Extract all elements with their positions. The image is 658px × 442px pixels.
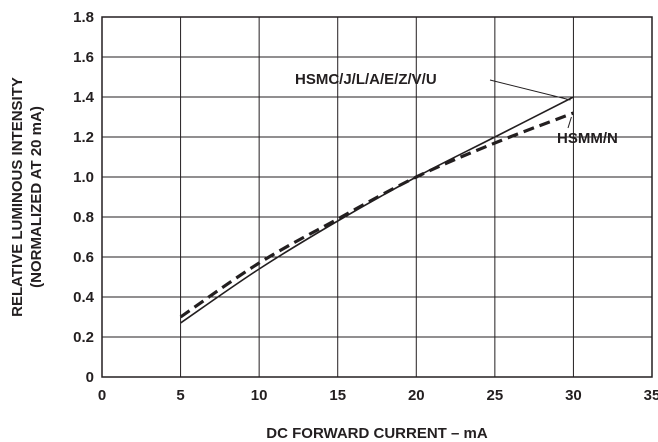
y-tick-label: 0 — [86, 369, 94, 386]
y-tick-label: 1.8 — [73, 9, 94, 26]
x-tick-labels: 0 5 10 15 20 25 30 35 — [98, 387, 658, 404]
y-tick-label: 0.2 — [73, 329, 94, 346]
series-label-hsmm-n: HSMM/N — [557, 130, 618, 147]
x-tick-label: 20 — [408, 387, 425, 404]
y-tick-label: 1.2 — [73, 129, 94, 146]
series-label-hsmc: HSMC/J/L/A/E/Z/V/U — [295, 71, 437, 88]
x-axis-title: DC FORWARD CURRENT – mA — [266, 425, 488, 442]
series-lines — [179, 96, 574, 324]
x-tick-label: 0 — [98, 387, 106, 404]
x-tick-label: 30 — [565, 387, 582, 404]
series-line-hsmc — [180, 96, 574, 324]
x-tick-label: 10 — [251, 387, 268, 404]
x-tick-label: 35 — [644, 387, 658, 404]
series-line-hsmm-n — [179, 111, 574, 319]
y-tick-labels: 0 0.2 0.4 0.6 0.8 1.0 1.2 1.4 1.6 1.8 — [73, 9, 95, 386]
y-tick-label: 1.0 — [73, 169, 94, 186]
y-axis-title-line-2: (NORMALIZED AT 20 mA) — [28, 106, 45, 288]
y-tick-label: 0.4 — [73, 289, 95, 306]
x-tick-label: 15 — [329, 387, 346, 404]
y-tick-label: 0.6 — [73, 249, 94, 266]
leader-line-hsmm-n — [567, 116, 572, 129]
y-tick-label: 0.8 — [73, 209, 94, 226]
leader-line-hsmc — [489, 79, 571, 101]
x-tick-label: 5 — [176, 387, 184, 404]
series-labels: HSMC/J/L/A/E/Z/V/U HSMM/N — [295, 71, 618, 147]
y-tick-label: 1.6 — [73, 49, 94, 66]
x-tick-label: 25 — [487, 387, 504, 404]
y-tick-label: 1.4 — [73, 89, 95, 106]
plot-frame — [101, 16, 653, 378]
y-axis-title-line-1: RELATIVE LUMINOUS INTENSITY — [9, 77, 26, 317]
